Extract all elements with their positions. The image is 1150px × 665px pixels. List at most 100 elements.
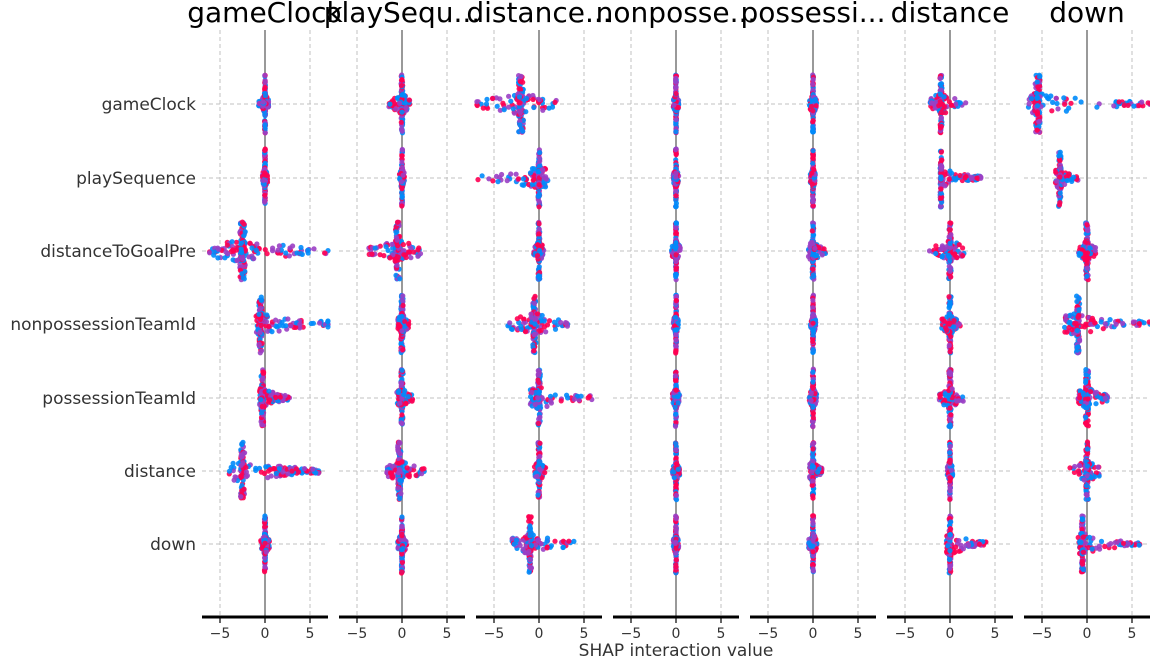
data-point (673, 348, 678, 353)
data-point (287, 245, 292, 250)
data-point (400, 347, 405, 352)
data-point (559, 398, 564, 403)
data-point (234, 258, 239, 263)
data-point (395, 220, 400, 225)
data-point (395, 238, 400, 243)
data-point (537, 441, 542, 446)
data-point (264, 312, 269, 317)
data-point (674, 338, 679, 343)
data-point (809, 171, 814, 176)
data-point (266, 324, 271, 329)
data-point (514, 172, 519, 177)
data-point (540, 313, 545, 318)
data-point (537, 389, 542, 394)
data-point (260, 404, 265, 409)
data-point (396, 390, 401, 395)
data-point (399, 203, 404, 208)
data-point (673, 252, 678, 257)
data-point (400, 194, 405, 199)
data-point (542, 470, 547, 475)
data-point (543, 329, 548, 334)
data-point (258, 330, 263, 335)
data-point (297, 322, 302, 327)
data-point (399, 77, 404, 82)
data-point (671, 470, 676, 475)
data-point (517, 100, 522, 105)
data-point (673, 564, 678, 569)
data-point (527, 557, 532, 562)
data-point (539, 541, 544, 546)
data-point (257, 342, 262, 347)
data-point (673, 327, 678, 332)
data-point (566, 539, 571, 544)
data-point (537, 182, 542, 187)
data-point (399, 120, 404, 125)
data-point (399, 110, 404, 115)
data-point (535, 377, 540, 382)
data-point (262, 198, 267, 203)
data-point (531, 105, 536, 110)
data-point (548, 399, 553, 404)
data-point (240, 256, 245, 261)
data-point (502, 107, 507, 112)
data-point (517, 122, 522, 127)
data-point (484, 97, 489, 102)
data-point (674, 557, 679, 562)
data-point (674, 272, 679, 277)
data-point (251, 256, 256, 261)
data-point (400, 560, 405, 565)
data-point (390, 464, 395, 469)
data-point (811, 129, 816, 134)
data-point (400, 368, 405, 373)
data-point (239, 453, 244, 458)
data-point (547, 106, 552, 111)
data-point (475, 177, 480, 182)
data-point (389, 470, 394, 475)
data-point (230, 239, 235, 244)
data-point (399, 412, 404, 417)
data-point (474, 99, 479, 104)
data-point (239, 488, 244, 493)
data-point (249, 245, 254, 250)
data-point (399, 514, 404, 519)
data-point (675, 394, 680, 399)
data-point (278, 395, 283, 400)
data-point (515, 316, 520, 321)
data-point (531, 97, 536, 102)
data-point (810, 194, 815, 199)
data-point (542, 324, 547, 329)
data-point (263, 126, 268, 131)
data-point (263, 130, 268, 135)
data-point (810, 108, 815, 113)
data-point (548, 394, 553, 399)
data-point (536, 372, 541, 377)
data-point (283, 250, 288, 255)
data-point (408, 255, 413, 260)
data-point (405, 473, 410, 478)
data-point (247, 241, 252, 246)
data-point (239, 241, 244, 246)
data-point (532, 332, 537, 337)
data-point (283, 393, 288, 398)
data-point (298, 251, 303, 256)
data-point (813, 97, 818, 102)
data-point (401, 242, 406, 247)
data-point (398, 451, 403, 456)
data-point (414, 473, 419, 478)
data-point (399, 160, 404, 165)
data-point (673, 332, 678, 337)
data-point (400, 421, 405, 426)
data-point (406, 394, 411, 399)
data-point (265, 251, 270, 256)
data-point (529, 390, 534, 395)
data-point (537, 150, 542, 155)
data-point (401, 92, 406, 97)
data-point (527, 564, 532, 569)
data-point (505, 178, 510, 183)
data-point (397, 401, 402, 406)
data-point (264, 549, 269, 554)
data-point (572, 397, 577, 402)
data-point (506, 105, 511, 110)
data-point (274, 471, 279, 476)
data-point (571, 539, 576, 544)
